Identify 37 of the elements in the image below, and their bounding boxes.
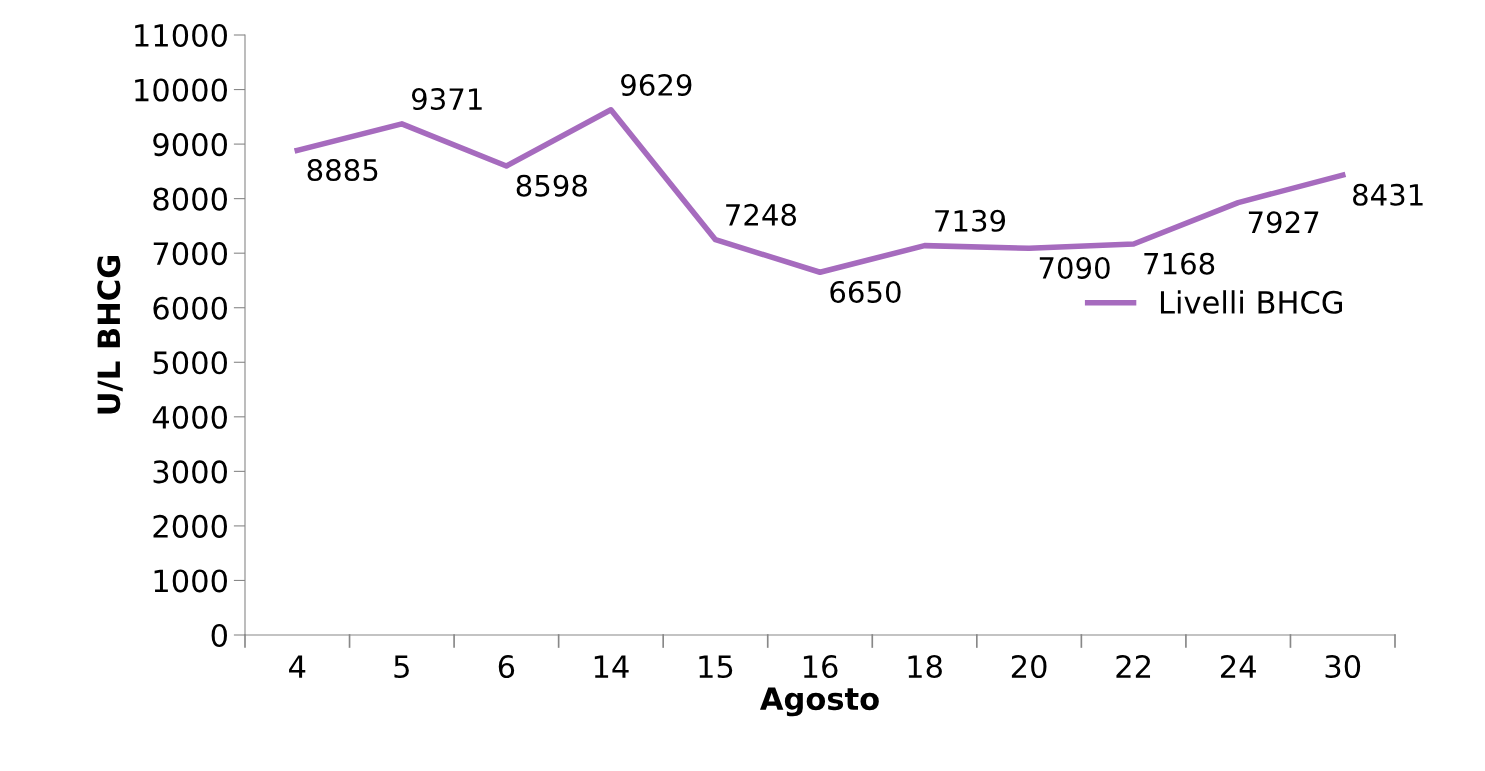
x-tick-label: 20 xyxy=(1011,654,1047,679)
y-tick-label: 10000 xyxy=(135,78,227,102)
data-label: 8431 xyxy=(1353,183,1423,206)
y-tick-label: 4000 xyxy=(152,405,227,429)
data-label: 6650 xyxy=(830,280,901,303)
x-tick-label: 18 xyxy=(908,654,942,679)
x-tick-label: 16 xyxy=(803,654,838,679)
y-tick-label: 11000 xyxy=(135,23,227,48)
data-label: 7139 xyxy=(935,209,1006,232)
x-tick-label: 6 xyxy=(498,654,515,679)
x-axis-title: Agosto xyxy=(760,687,879,717)
legend-label: Livelli BHCG xyxy=(1160,290,1342,314)
y-tick-label: 5000 xyxy=(153,351,227,375)
data-label: 8598 xyxy=(516,174,587,197)
x-tick-label: 24 xyxy=(1220,654,1256,678)
y-tick-label: 6000 xyxy=(153,296,227,320)
data-label: 7927 xyxy=(1248,211,1319,234)
y-tick-label: 7000 xyxy=(153,242,227,266)
data-label: 7168 xyxy=(1144,252,1215,275)
y-axis-title: U/L BHCG xyxy=(97,256,123,414)
x-tick-label: 30 xyxy=(1325,654,1361,679)
x-tick-label: 14 xyxy=(594,655,629,678)
y-tick-label: 1000 xyxy=(154,569,227,593)
y-tick-label: 3000 xyxy=(153,460,227,484)
x-tick-label: 5 xyxy=(394,655,409,679)
y-tick-label: 0 xyxy=(211,623,227,648)
data-label: 9629 xyxy=(621,73,692,97)
data-label: 7248 xyxy=(726,203,797,226)
data-label: 7090 xyxy=(1039,256,1110,279)
y-tick-label: 8000 xyxy=(153,187,227,211)
y-tick-label: 2000 xyxy=(153,514,227,538)
x-tick-label: 15 xyxy=(699,655,733,679)
data-label: 9371 xyxy=(411,88,482,111)
data-label: 8885 xyxy=(307,158,378,182)
y-tick-label: 9000 xyxy=(153,133,227,157)
x-tick-label: 22 xyxy=(1116,654,1151,678)
x-tick-label: 4 xyxy=(289,655,306,678)
